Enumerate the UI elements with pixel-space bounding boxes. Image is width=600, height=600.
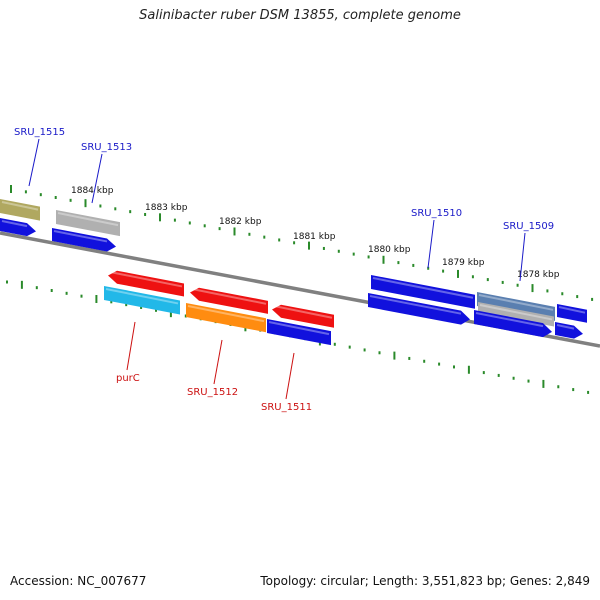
gene-highlight <box>109 271 183 288</box>
gene-red-1512[interactable] <box>190 287 268 314</box>
gene-orange-1512[interactable] <box>186 303 266 333</box>
gene-callouts <box>28 138 526 400</box>
gene-grey-1509b[interactable] <box>478 302 554 327</box>
callout-line-sru-1515 <box>28 138 40 187</box>
gene-blue-right-c[interactable] <box>555 322 583 339</box>
gene-highlight <box>105 288 179 305</box>
callout-line-purc <box>126 321 136 371</box>
gene-highlight <box>475 312 544 328</box>
gene-blue-1510[interactable] <box>371 275 475 309</box>
callout-line-sru-1512 <box>213 339 223 385</box>
gene-red-purc[interactable] <box>108 270 184 297</box>
ruler-tick-label: 1878 kbp <box>517 270 560 280</box>
ruler-tick-label: 1884 kbp <box>71 186 114 196</box>
ruler-tick-label: 1883 kbp <box>145 203 188 213</box>
gene-highlight <box>53 230 108 243</box>
gene-blue-1511[interactable] <box>267 319 331 346</box>
gene-blue-right-a[interactable] <box>557 304 587 323</box>
gene-labels: SRU_1515 SRU_1513 SRU_1510 SRU_1509 purC… <box>14 127 554 413</box>
ruler-labels: 1884 kbp 1883 kbp 1882 kbp 1881 kbp 1880… <box>71 186 560 280</box>
gene-highlight <box>191 288 267 305</box>
gene-label-sru-1509[interactable]: SRU_1509 <box>503 221 554 232</box>
ruler-tick-label: 1879 kbp <box>442 258 485 268</box>
gene-highlight <box>369 295 462 315</box>
gene-blue-1510b[interactable] <box>368 293 470 325</box>
gene-highlight <box>187 305 265 323</box>
ruler-tick-label: 1882 kbp <box>219 217 262 227</box>
gene-label-sru-1510[interactable]: SRU_1510 <box>411 208 462 219</box>
gene-label-sru-1513[interactable]: SRU_1513 <box>81 142 132 153</box>
gene-highlight <box>479 304 553 321</box>
gene-grey-1513[interactable] <box>56 210 120 237</box>
gene-red-1511[interactable] <box>272 304 334 328</box>
gene-highlight <box>478 294 554 311</box>
gene-highlight <box>372 277 474 299</box>
callout-line-sru-1509 <box>519 232 526 282</box>
gene-highlight <box>558 306 586 314</box>
gene-highlight <box>268 321 330 336</box>
callout-line-sru-1510 <box>427 219 435 269</box>
gene-highlight <box>273 305 333 319</box>
gene-blue-1513b[interactable] <box>52 228 116 252</box>
gene-olive-1515[interactable] <box>0 199 40 221</box>
callout-line-sru-1511 <box>285 352 295 400</box>
accession-text: Accession: NC_007677 <box>10 574 147 588</box>
map-title: Salinibacter ruber DSM 13855, complete g… <box>139 8 461 23</box>
gene-label-sru-1515[interactable]: SRU_1515 <box>14 127 65 138</box>
gene-label-purc[interactable]: purC <box>116 373 140 384</box>
gene-features[interactable] <box>0 199 587 346</box>
gene-label-sru-1512[interactable]: SRU_1512 <box>187 387 238 398</box>
gene-blue-edge-left[interactable] <box>0 218 36 237</box>
ruler-tick-label: 1881 kbp <box>293 232 336 242</box>
gene-highlight <box>1 220 28 228</box>
gene-blue-right-b[interactable] <box>474 310 552 338</box>
topology-text: Topology: circular; Length: 3,551,823 bp… <box>260 574 590 588</box>
gene-cyan-purc[interactable] <box>104 286 180 315</box>
gene-highlight <box>1 201 39 211</box>
ruler-tick-label: 1880 kbp <box>368 245 411 255</box>
callout-line-sru-1513 <box>91 153 103 204</box>
gene-highlight <box>556 324 575 330</box>
gene-highlight <box>57 212 119 227</box>
gene-label-sru-1511[interactable]: SRU_1511 <box>261 402 312 413</box>
